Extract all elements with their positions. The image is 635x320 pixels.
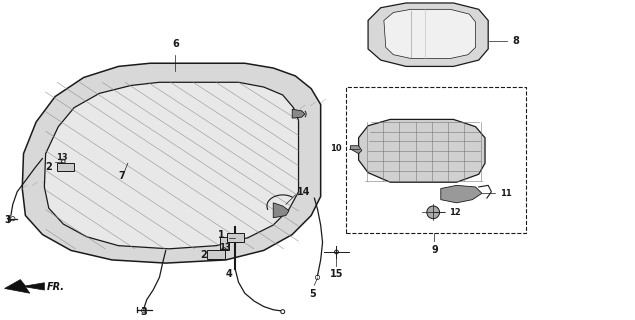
Text: 3: 3 (4, 215, 11, 225)
Text: 3: 3 (140, 307, 147, 316)
Text: 9: 9 (431, 245, 438, 255)
Text: 2: 2 (200, 250, 207, 260)
Text: 2: 2 (46, 162, 52, 172)
Polygon shape (292, 109, 305, 118)
Text: 13: 13 (56, 153, 67, 162)
Polygon shape (4, 280, 44, 293)
Text: 14: 14 (297, 187, 311, 197)
Text: 12: 12 (449, 208, 461, 217)
Text: 4: 4 (225, 269, 232, 279)
Polygon shape (57, 163, 74, 171)
Polygon shape (368, 3, 488, 67)
Text: 13: 13 (218, 243, 231, 252)
Polygon shape (227, 233, 244, 243)
Circle shape (427, 206, 439, 219)
Polygon shape (351, 146, 362, 154)
Circle shape (62, 160, 65, 164)
Polygon shape (273, 203, 289, 218)
Polygon shape (441, 185, 482, 203)
Text: 7: 7 (118, 171, 125, 181)
Text: 8: 8 (512, 36, 519, 46)
Circle shape (222, 248, 225, 251)
Text: 10: 10 (330, 144, 342, 153)
Circle shape (281, 310, 284, 314)
Polygon shape (22, 63, 321, 263)
Text: 6: 6 (172, 39, 178, 49)
Polygon shape (44, 82, 298, 249)
Polygon shape (207, 251, 225, 259)
Text: 15: 15 (330, 269, 343, 279)
Text: 1: 1 (218, 230, 225, 241)
Polygon shape (359, 119, 485, 182)
Circle shape (335, 250, 338, 254)
Text: 5: 5 (310, 289, 316, 300)
Polygon shape (384, 9, 476, 59)
Text: FR.: FR. (47, 282, 65, 292)
Polygon shape (220, 237, 229, 251)
Text: 11: 11 (500, 189, 511, 198)
